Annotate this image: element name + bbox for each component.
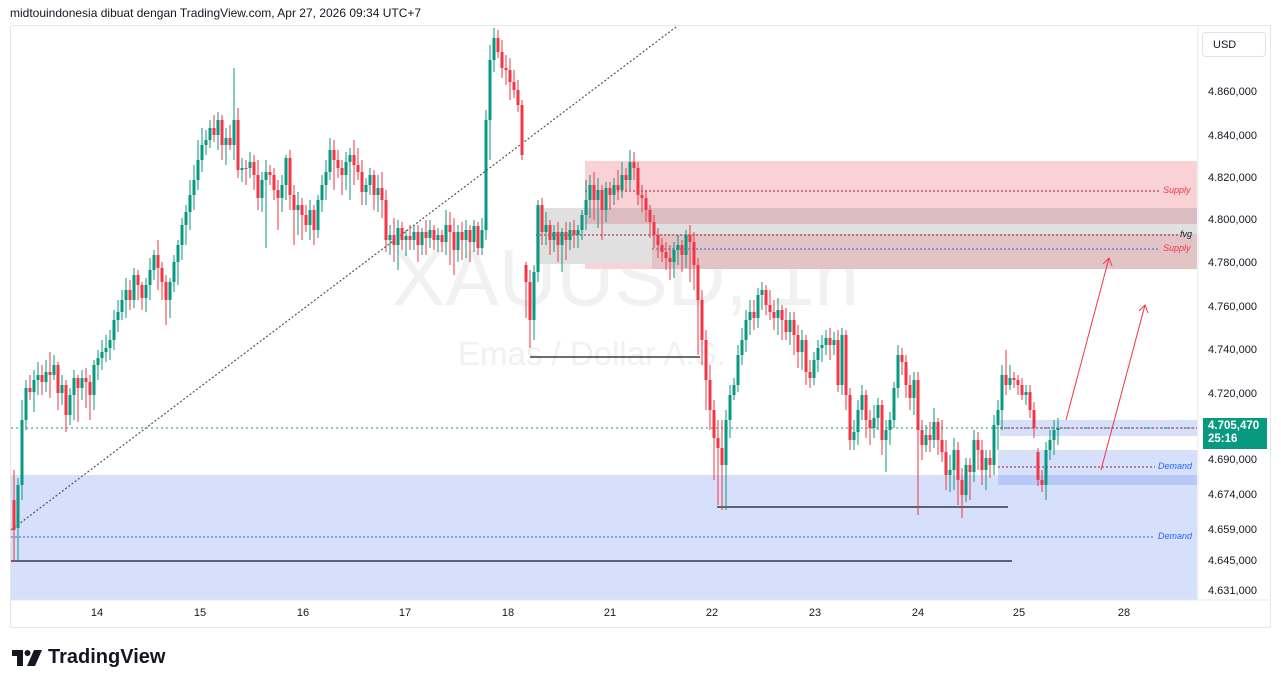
price-tick-label: 4.780,000 bbox=[1208, 257, 1257, 269]
last-price-value: 4.705,470 bbox=[1208, 420, 1260, 432]
time-tick-label: 14 bbox=[90, 607, 104, 619]
tradingview-logo[interactable]: TradingView bbox=[12, 646, 165, 669]
price-tick-label: 4.800,000 bbox=[1208, 214, 1257, 226]
time-tick-label: 24 bbox=[911, 607, 925, 619]
time-tick-label: 15 bbox=[193, 607, 207, 619]
time-tick-label: 16 bbox=[296, 607, 310, 619]
price-tick-label: 4.740,000 bbox=[1208, 344, 1257, 356]
price-tick-label: 4.690,000 bbox=[1208, 454, 1257, 466]
candlestick-series bbox=[12, 28, 1060, 562]
demand-label-upper: Demand bbox=[1158, 461, 1193, 471]
price-tick-label: 4.659,000 bbox=[1208, 524, 1257, 536]
bar-countdown: 25:16 bbox=[1208, 433, 1238, 445]
price-tick-label: 4.645,000 bbox=[1208, 555, 1257, 567]
price-tick-label: 4.674,000 bbox=[1208, 489, 1257, 501]
projection-arrow-1[interactable] bbox=[1065, 257, 1113, 421]
price-tick-label: 4.631,000 bbox=[1208, 585, 1257, 597]
time-tick-label: 23 bbox=[808, 607, 822, 619]
price-tick-label: 4.720,000 bbox=[1208, 388, 1257, 400]
supply-zone-lower bbox=[652, 234, 1197, 269]
trendline[interactable] bbox=[10, 26, 677, 531]
demand-zone-overlap bbox=[998, 475, 1197, 485]
price-tick-label: 4.760,000 bbox=[1208, 301, 1257, 313]
chart-attribution: midtouindonesia dibuat dengan TradingVie… bbox=[10, 6, 422, 20]
last-price-tag: 4.705,470 25:16 bbox=[1203, 418, 1267, 449]
time-tick-label: 25 bbox=[1012, 607, 1026, 619]
price-tick-label: 4.820,000 bbox=[1208, 172, 1257, 184]
price-tick-label: 4.840,000 bbox=[1208, 130, 1257, 142]
time-tick-label: 18 bbox=[501, 607, 515, 619]
tradingview-logo-icon bbox=[12, 649, 42, 666]
fvg-gap-band bbox=[652, 224, 1197, 234]
currency-button[interactable]: USD bbox=[1202, 32, 1266, 57]
demand-zone-price bbox=[1000, 420, 1197, 436]
projection-arrow-2[interactable] bbox=[1100, 304, 1149, 471]
time-tick-label: 21 bbox=[603, 607, 617, 619]
fvg-label: fvg bbox=[1180, 229, 1193, 239]
demand-label-lower: Demand bbox=[1158, 531, 1193, 541]
fvg-zone bbox=[585, 208, 1197, 224]
time-tick-label: 17 bbox=[398, 607, 412, 619]
time-tick-label: 28 bbox=[1117, 607, 1131, 619]
brand-name: TradingView bbox=[48, 646, 166, 668]
time-tick-label: 22 bbox=[705, 607, 719, 619]
supply-label-lower: Supply bbox=[1163, 243, 1191, 253]
supply-label-upper: Supply bbox=[1163, 185, 1191, 195]
price-tick-label: 4.860,000 bbox=[1208, 86, 1257, 98]
